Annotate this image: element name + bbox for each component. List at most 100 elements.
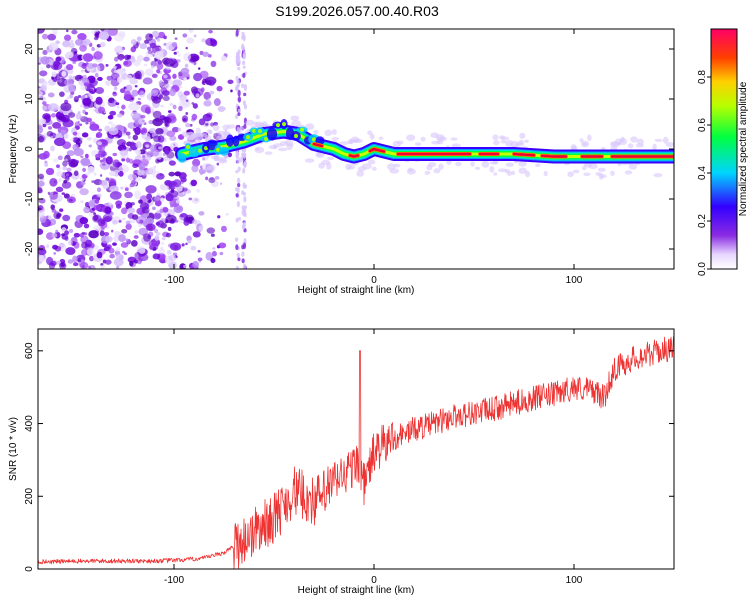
noise-blob xyxy=(209,90,215,95)
noise-blob xyxy=(206,227,216,234)
noise-blob xyxy=(183,52,192,62)
noise-blob xyxy=(100,151,108,157)
halo-blob xyxy=(662,136,669,144)
halo-blob xyxy=(367,130,373,136)
noise-blob xyxy=(117,172,121,176)
noise-blob xyxy=(125,157,130,163)
halo-blob xyxy=(535,163,541,167)
noise-blob xyxy=(183,77,188,81)
streak-blob xyxy=(235,170,239,174)
noise-blob xyxy=(150,65,155,69)
noise-blob xyxy=(39,70,48,77)
halo-blob xyxy=(492,160,499,164)
halo-blob xyxy=(579,138,584,143)
snr-panel: -100 0 100 0 200 400 600 Height of straight li… xyxy=(8,328,675,596)
noise-blob xyxy=(132,134,139,141)
halo-blob xyxy=(493,172,498,176)
colorbar-tick-label: 0.8 xyxy=(697,70,708,84)
noise-blob xyxy=(115,204,122,209)
snr-y-axis-label: SNR (10 * v/v) xyxy=(8,417,19,481)
noise-blob xyxy=(139,43,148,50)
noise-blob xyxy=(80,181,86,186)
spectrogram-y-tick-label: 0 xyxy=(24,146,35,152)
noise-blob xyxy=(68,228,74,234)
noise-blob xyxy=(141,206,150,214)
noise-blob xyxy=(109,253,115,259)
noise-blob xyxy=(63,193,70,199)
ridge-blob-core xyxy=(300,127,304,132)
streak-blob xyxy=(241,60,246,66)
noise-blob xyxy=(81,248,88,256)
noise-blob xyxy=(163,74,168,79)
noise-blob xyxy=(188,29,194,34)
noise-blob xyxy=(80,235,89,244)
noise-blob xyxy=(177,53,181,57)
noise-blob xyxy=(123,60,132,67)
noise-blob xyxy=(205,251,214,261)
noise-blob xyxy=(42,101,47,106)
noise-blob xyxy=(132,163,139,169)
streak-blob xyxy=(237,54,241,61)
noise-blob xyxy=(135,149,142,155)
streak-blob xyxy=(237,111,241,116)
streak-blob xyxy=(237,108,241,113)
noise-blob xyxy=(80,115,85,120)
noise-blob xyxy=(130,239,138,247)
noise-blob xyxy=(98,31,110,40)
spectrogram-y-tick-label: 10 xyxy=(24,93,35,105)
noise-blob xyxy=(58,178,62,182)
noise-blob xyxy=(47,33,57,41)
noise-blob xyxy=(166,250,172,255)
noise-blob xyxy=(163,35,167,40)
noise-blob xyxy=(47,103,59,112)
noise-blob xyxy=(156,220,165,228)
noise-blob xyxy=(54,137,66,147)
noise-blob xyxy=(114,231,121,237)
noise-blob xyxy=(160,242,165,245)
noise-blob xyxy=(46,49,51,53)
noise-blob xyxy=(111,219,118,225)
halo-blob xyxy=(326,156,335,161)
noise-blob xyxy=(65,247,76,255)
noise-blob xyxy=(134,190,142,200)
noise-blob xyxy=(152,206,156,211)
halo-blob xyxy=(489,165,495,173)
noise-blob xyxy=(134,85,138,88)
spectrogram-y-axis-label: Frequency (Hz) xyxy=(8,115,19,184)
noise-blob xyxy=(161,116,172,125)
halo-blob xyxy=(567,171,574,178)
noise-blob xyxy=(202,157,206,161)
noise-blob xyxy=(42,123,47,128)
noise-blob xyxy=(83,223,90,229)
noise-blob xyxy=(105,156,113,165)
noise-blob xyxy=(138,162,146,171)
noise-blob xyxy=(92,253,98,259)
noise-blob xyxy=(130,111,140,119)
noise-blob xyxy=(216,85,223,92)
noise-blob xyxy=(66,29,69,33)
noise-blob xyxy=(208,177,216,184)
noise-blob xyxy=(185,214,194,223)
colorbar-label: Normalized spectral amplitude xyxy=(738,81,749,216)
noise-blob xyxy=(164,180,172,186)
noise-blob xyxy=(145,223,156,232)
halo-blob xyxy=(510,170,516,175)
halo-blob xyxy=(313,129,319,135)
noise-blob xyxy=(53,252,57,255)
noise-blob xyxy=(91,180,95,183)
noise-blob xyxy=(109,191,122,200)
noise-blob xyxy=(128,54,132,58)
noise-blob xyxy=(73,262,79,267)
noise-blob xyxy=(168,160,176,166)
noise-blob xyxy=(196,188,200,193)
noise-blob xyxy=(128,186,132,190)
ridge-blob-core xyxy=(252,128,256,133)
noise-blob xyxy=(66,167,72,172)
noise-blob xyxy=(86,117,92,123)
noise-blob xyxy=(163,58,176,67)
noise-blob xyxy=(145,217,155,225)
streak-blob xyxy=(237,183,241,188)
noise-blob xyxy=(136,54,144,62)
noise-blob xyxy=(169,102,174,106)
halo-blob xyxy=(504,139,514,147)
